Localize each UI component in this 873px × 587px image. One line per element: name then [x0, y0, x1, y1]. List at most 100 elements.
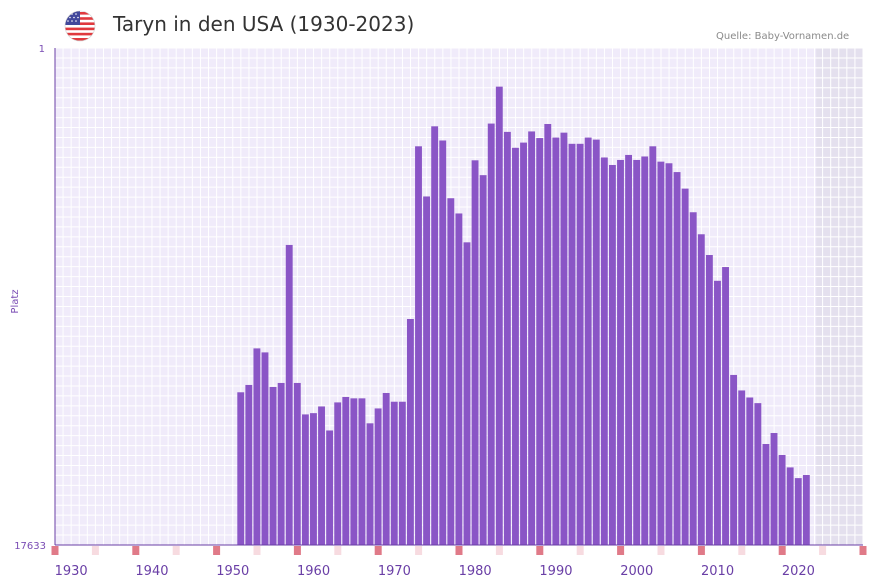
bar-2004	[665, 163, 673, 545]
bar-1967	[366, 423, 374, 545]
bar-1955	[269, 386, 277, 545]
x-tick-label-1970: 1970	[378, 564, 411, 579]
marker-1963	[334, 546, 342, 555]
bar-2013	[738, 390, 746, 545]
bar-2011	[722, 267, 729, 545]
bar-series	[237, 86, 810, 546]
bar-2020	[794, 478, 802, 545]
bar-2009	[705, 255, 713, 545]
bar-1993	[576, 143, 584, 545]
bar-2019	[786, 467, 794, 545]
bar-1953	[253, 348, 261, 545]
bar-1989	[544, 123, 552, 545]
bar-1958	[293, 382, 301, 545]
bar-1979	[463, 242, 471, 545]
bar-1994	[584, 137, 592, 545]
bar-1957	[285, 244, 293, 546]
bar-1962	[326, 430, 334, 545]
bar-1954	[261, 352, 269, 545]
bar-1951	[237, 392, 245, 545]
marker-1998	[617, 546, 625, 555]
bar-1952	[245, 384, 253, 545]
bar-1971	[398, 401, 406, 545]
bar-2001	[641, 156, 649, 545]
x-tick-label-1930: 1930	[55, 564, 88, 579]
x-tick-label-1990: 1990	[539, 564, 572, 579]
bar-1978	[455, 213, 463, 545]
marker-1948	[213, 546, 221, 555]
bar-1987	[528, 131, 536, 545]
marker-1953	[253, 546, 261, 555]
decade-markers	[51, 546, 867, 555]
marker-1988	[536, 546, 544, 555]
bar-1970	[390, 401, 398, 545]
x-tick-label-2010: 2010	[701, 564, 734, 579]
bar-2002	[649, 146, 657, 545]
bar-2007	[689, 212, 697, 545]
bar-2006	[681, 188, 689, 545]
bar-1975	[431, 126, 439, 545]
marker-2003	[657, 546, 665, 555]
bar-2008	[697, 234, 705, 545]
bar-1986	[520, 142, 527, 545]
bar-1988	[536, 138, 544, 545]
x-tick-label-1940: 1940	[135, 564, 168, 579]
bar-1963	[334, 402, 342, 545]
x-tick-label-2020: 2020	[782, 564, 815, 579]
bar-1995	[592, 139, 600, 545]
marker-1973	[415, 546, 423, 555]
bar-1981	[479, 175, 487, 545]
bar-1968	[374, 408, 382, 545]
marker-1978	[455, 546, 463, 555]
bar-1974	[423, 196, 431, 546]
bar-2021	[802, 475, 810, 545]
marker-1938	[132, 546, 140, 555]
marker-2018	[778, 546, 786, 555]
marker-1993	[576, 546, 584, 555]
marker-2008	[697, 546, 705, 555]
bar-1956	[277, 382, 285, 545]
marker-2023	[819, 546, 827, 555]
bar-1980	[471, 160, 479, 545]
bar-2012	[730, 374, 738, 545]
bar-1999	[625, 154, 633, 546]
bar-1992	[568, 143, 576, 545]
bar-1964	[342, 396, 350, 545]
bar-1969	[382, 392, 390, 545]
bar-2000	[633, 159, 641, 545]
x-tick-labels: 1930 1940 1950 1960 1970 1980 1990 2000 2010 2020	[55, 564, 815, 579]
marker-1943	[172, 546, 180, 555]
bar-2010	[714, 280, 721, 545]
y-axis-title: Platz	[10, 289, 21, 313]
bar-1991	[560, 132, 568, 545]
x-tick-label-2000: 2000	[620, 564, 653, 579]
bar-1998	[617, 159, 624, 545]
bar-1984	[503, 131, 511, 545]
bar-1973	[415, 146, 422, 545]
us-flag-icon	[64, 10, 96, 42]
bar-1977	[447, 198, 455, 545]
x-tick-label-1960: 1960	[297, 564, 330, 579]
marker-2013	[738, 546, 746, 555]
marker-1968	[374, 546, 382, 555]
marker-1928	[51, 546, 59, 555]
bar-2003	[657, 161, 665, 545]
bar-1982	[487, 123, 495, 546]
marker-1958	[293, 546, 301, 555]
x-tick-label-1950: 1950	[216, 564, 249, 579]
bar-1997	[608, 164, 616, 545]
bar-1966	[358, 398, 366, 545]
source-credit: Quelle: Baby-Vornamen.de	[716, 31, 850, 42]
x-tick-label-1980: 1980	[459, 564, 492, 579]
bar-2018	[778, 454, 786, 545]
bar-1985	[512, 147, 519, 545]
marker-2028	[859, 546, 867, 555]
bar-2005	[673, 172, 681, 545]
bar-1976	[439, 140, 447, 545]
y-tick-label-top: 1	[39, 44, 45, 55]
bar-2015	[754, 403, 762, 545]
bar-2014	[746, 397, 754, 545]
page-title: Taryn in den USA (1930-2023)	[113, 12, 415, 36]
bar-1996	[600, 157, 608, 546]
